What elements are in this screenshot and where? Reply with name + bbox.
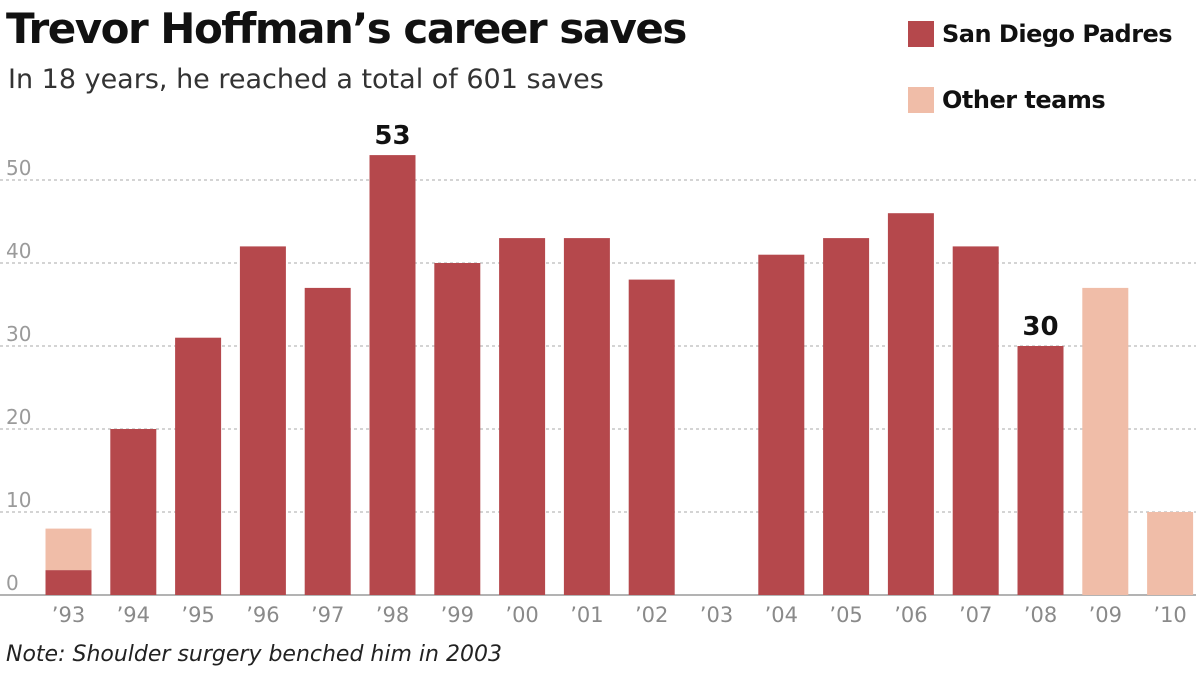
- data-label-0: 53: [374, 121, 410, 151]
- legend-label-padres: San Diego Padres: [942, 20, 1173, 48]
- x-tick-label-5: ’98: [376, 603, 409, 627]
- x-tick-label-4: ’97: [311, 603, 344, 627]
- y-tick-label-10: 10: [6, 488, 31, 512]
- legend-item-padres: San Diego Padres: [908, 20, 1173, 48]
- bar-padres-6: [434, 263, 481, 595]
- y-tick-label-40: 40: [6, 239, 31, 263]
- x-tick-label-11: ’04: [765, 603, 798, 627]
- bar-padres-2: [175, 337, 222, 595]
- x-tick-label-2: ’95: [181, 603, 214, 627]
- x-tick-label-17: ’10: [1153, 603, 1186, 627]
- bar-padres-11: [758, 254, 805, 595]
- bar-padres-8: [563, 238, 610, 595]
- bar-other-teams-17: [1147, 512, 1194, 595]
- bar-padres-0: [45, 570, 92, 595]
- data-label-1: 30: [1022, 312, 1058, 342]
- chart-note: Note: Shoulder surgery benched him in 20…: [6, 642, 502, 667]
- chart-subtitle: In 18 years, he reached a total of 601 s…: [8, 64, 604, 95]
- x-tick-label-13: ’06: [894, 603, 927, 627]
- bar-other-teams-0: [45, 528, 92, 571]
- legend-swatch-other-teams: [908, 87, 934, 113]
- y-tick-label-20: 20: [6, 405, 31, 429]
- x-tick-label-16: ’09: [1089, 603, 1122, 627]
- x-tick-label-14: ’07: [959, 603, 992, 627]
- x-tick-label-8: ’01: [570, 603, 603, 627]
- y-tick-label-0: 0: [6, 571, 19, 595]
- legend-swatch-padres: [908, 21, 934, 47]
- x-tick-label-1: ’94: [117, 603, 150, 627]
- chart-title: Trevor Hoffman’s career saves: [6, 4, 687, 53]
- bar-padres-9: [628, 279, 675, 595]
- bar-padres-13: [887, 213, 934, 595]
- x-tick-label-9: ’02: [635, 603, 668, 627]
- bar-padres-1: [110, 429, 157, 595]
- x-tick-label-0: ’93: [52, 603, 85, 627]
- bar-padres-15: [1017, 346, 1064, 595]
- x-tick-label-3: ’96: [246, 603, 279, 627]
- y-tick-label-50: 50: [6, 156, 31, 180]
- x-tick-label-6: ’99: [441, 603, 474, 627]
- bar-padres-5: [369, 155, 416, 595]
- legend-label-other-teams: Other teams: [942, 86, 1106, 114]
- x-tick-label-12: ’05: [829, 603, 862, 627]
- legend-item-other-teams: Other teams: [908, 86, 1106, 114]
- y-tick-label-30: 30: [6, 322, 31, 346]
- bar-padres-4: [304, 287, 351, 595]
- x-tick-label-7: ’00: [505, 603, 538, 627]
- bar-padres-14: [952, 246, 999, 595]
- bar-other-teams-16: [1082, 287, 1129, 595]
- x-tick-label-15: ’08: [1024, 603, 1057, 627]
- bar-padres-7: [499, 238, 546, 595]
- x-tick-label-10: ’03: [700, 603, 733, 627]
- bar-padres-3: [239, 246, 286, 595]
- bar-padres-12: [823, 238, 870, 595]
